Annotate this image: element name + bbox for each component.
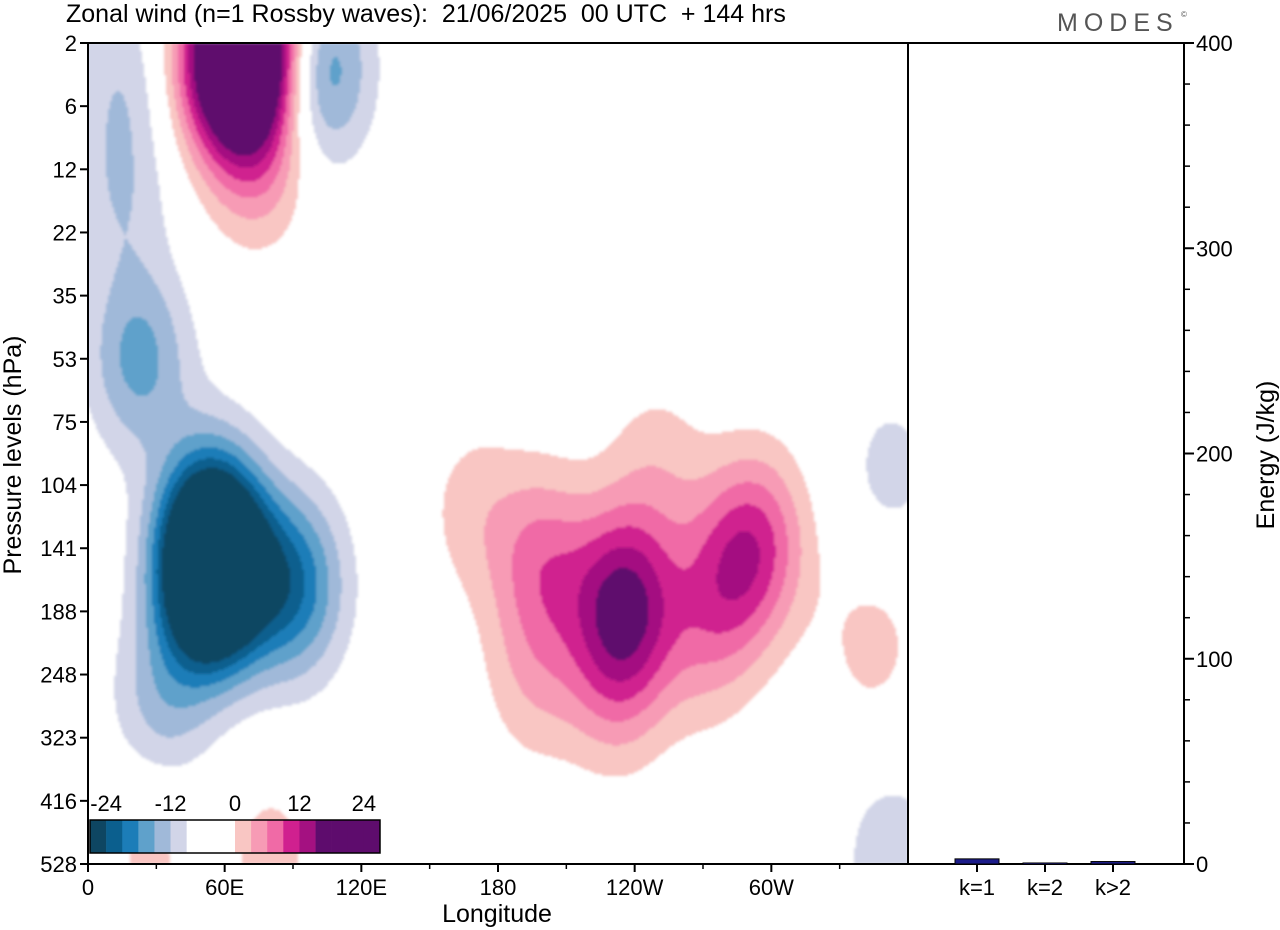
colorbar-bin bbox=[331, 820, 349, 853]
x-tick-label: 0 bbox=[82, 875, 94, 900]
colorbar-label: -24 bbox=[90, 791, 122, 816]
colorbar-bin bbox=[170, 820, 187, 853]
energy-tick-label: 200 bbox=[1196, 442, 1233, 467]
colorbar-label: 12 bbox=[287, 791, 311, 816]
y-tick-label: 75 bbox=[53, 410, 77, 435]
brand-logo: MODES bbox=[1057, 9, 1179, 37]
chart-title: Zonal wind (n=1 Rossby waves): 21/06/202… bbox=[66, 0, 786, 28]
colorbar-bin bbox=[347, 820, 365, 853]
y-tick-label: 416 bbox=[40, 789, 77, 814]
colorbar-bin bbox=[315, 820, 332, 853]
bar-frame bbox=[907, 42, 1185, 865]
bar-category-label: k>2 bbox=[1095, 875, 1131, 900]
x-tick-label: 120E bbox=[336, 875, 387, 900]
x-tick-label: 180 bbox=[480, 875, 517, 900]
y-tick-label: 6 bbox=[65, 94, 77, 119]
energy-axis-label: Energy (J/kg) bbox=[1252, 381, 1280, 530]
colorbar-frame bbox=[89, 819, 381, 854]
colorbar-bin bbox=[90, 820, 107, 853]
y-tick-label: 248 bbox=[40, 663, 77, 688]
colorbar-bin bbox=[186, 820, 204, 853]
bar-category-label: k=2 bbox=[1027, 875, 1063, 900]
y-tick-label: 528 bbox=[40, 852, 77, 877]
colorbar-bin bbox=[122, 820, 139, 853]
y-axis-label: Pressure levels (hPa) bbox=[0, 336, 27, 575]
energy-bar bbox=[954, 858, 1000, 865]
x-tick-label: 60E bbox=[205, 875, 244, 900]
y-tick-label: 12 bbox=[53, 157, 77, 182]
colorbar-label: 0 bbox=[229, 791, 241, 816]
colorbar: -24 -12 0 12 24 bbox=[89, 791, 381, 854]
colorbar-label: -12 bbox=[155, 791, 187, 816]
y-tick-label: 104 bbox=[40, 473, 77, 498]
colorbar-bin bbox=[283, 820, 300, 853]
x-tick-label: 60W bbox=[749, 875, 794, 900]
colorbar-bin bbox=[363, 820, 381, 853]
y-tick-label: 141 bbox=[40, 536, 77, 561]
colorbar-bin bbox=[299, 820, 316, 853]
colorbar-bin bbox=[138, 820, 155, 853]
energy-tick-label: 0 bbox=[1196, 852, 1208, 877]
colorbar-bin bbox=[106, 820, 123, 853]
contour-image bbox=[88, 43, 908, 864]
colorbar-bin bbox=[154, 820, 171, 853]
y-tick-label: 2 bbox=[65, 31, 77, 56]
colorbar-bin bbox=[235, 820, 252, 853]
colorbar-bin bbox=[218, 820, 236, 853]
energy-bar bbox=[1090, 861, 1136, 865]
energy-tick-label: 100 bbox=[1196, 647, 1233, 672]
x-axis-label: Longitude bbox=[442, 900, 552, 928]
y-tick-label: 35 bbox=[53, 284, 77, 309]
contour-field bbox=[88, 43, 908, 864]
bar-category-label: k=1 bbox=[959, 875, 995, 900]
energy-tick-label: 400 bbox=[1196, 31, 1233, 56]
colorbar-label: 24 bbox=[352, 791, 376, 816]
energy-tick-label: 300 bbox=[1196, 236, 1233, 261]
energy-bar-axes: 0 100 200 300 400 k=1 k=2 k>2 bbox=[907, 31, 1233, 900]
y-tick-label: 22 bbox=[53, 220, 77, 245]
colorbar-bin bbox=[202, 820, 220, 853]
colorbar-bin bbox=[251, 820, 268, 853]
y-tick-label: 188 bbox=[40, 599, 77, 624]
copyright-mark: © bbox=[1181, 10, 1187, 19]
x-tick-label: 120W bbox=[606, 875, 664, 900]
y-tick-label: 53 bbox=[53, 347, 77, 372]
colorbar-bin bbox=[267, 820, 284, 853]
y-tick-label: 323 bbox=[40, 726, 77, 751]
